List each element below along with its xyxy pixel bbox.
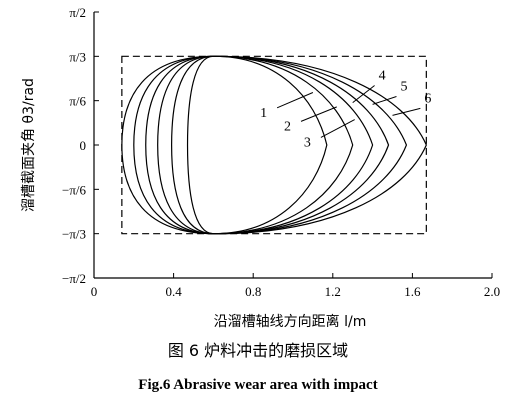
x-tick-label: 0.8 [245,284,261,299]
y-tick-label: −π/3 [62,227,86,242]
x-axis-title: 沿溜槽轴线方向距离 l/m [214,313,367,330]
wear-curve-2 [133,55,354,235]
y-tick-label: π/3 [69,49,86,64]
wear-curve-1 [121,55,328,235]
curve-label-3: 3 [304,135,311,150]
x-axis-ticks: 0 0.4 0.8 1.2 1.6 2.0 [91,273,500,299]
curve-label-leader-5 [372,96,397,105]
curve-label-5: 5 [400,80,407,95]
wear-area-curves [121,55,427,235]
y-tick-label: π/2 [69,5,86,20]
curve-label-leader-1 [276,92,314,109]
x-tick-label: 1.6 [404,284,421,299]
plot-frame [93,12,492,279]
curve-label-2: 2 [284,119,291,134]
figure-caption-en: Fig.6 Abrasive wear area with impact [138,377,377,393]
curve-label-leader-3 [320,119,355,138]
y-tick-label: −π/2 [62,271,86,286]
figure-caption-cn: 图 6 炉料冲击的磨损区域 [168,341,348,360]
wear-curve-5 [171,55,408,235]
curve-label-leader-2 [300,106,337,122]
curve-label-1: 1 [260,106,267,121]
y-axis-ticks: π/2 π/3 π/6 0 −π/6 −π/3 −π/2 [62,5,99,286]
y-axis-title: 溜槽截面夹角 θ3/rad [21,78,37,212]
x-tick-label: 0 [91,284,98,299]
x-tick-label: 2.0 [484,284,500,299]
curve-label-leader-4 [352,85,375,104]
y-tick-label: π/6 [69,94,86,109]
y-tick-label: −π/6 [62,182,87,197]
curve-labels: 1 23 45 6 [260,68,431,150]
x-tick-label: 0.4 [165,284,182,299]
y-tick-label: 0 [80,138,87,153]
x-tick-label: 1.2 [325,284,341,299]
curve-label-6: 6 [424,91,431,106]
wear-curve-6 [186,55,427,235]
curve-label-4: 4 [379,68,386,83]
wear-curve-3 [145,55,374,235]
curve-label-leader-6 [392,107,421,116]
